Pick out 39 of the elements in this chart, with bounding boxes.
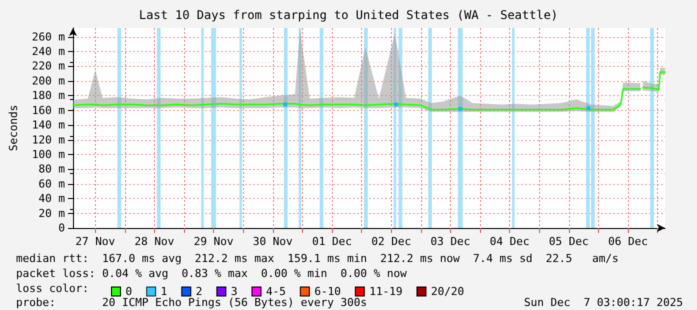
legend-label: 1 <box>160 285 168 298</box>
legend-title: loss color: <box>16 282 89 295</box>
legend-label: 20/20 <box>430 285 464 298</box>
text: packet loss: 0.04 % avg 0.83 % max 0.00 % min 0.00 % now <box>16 267 408 280</box>
legend-label: 2 <box>196 285 202 298</box>
x-tick-label: 03 Dec <box>430 235 470 248</box>
x-tick-label: 30 Nov <box>252 235 294 248</box>
y-tick-label: 200 m <box>32 74 66 88</box>
x-tick-label: 01 Dec <box>312 235 352 248</box>
legend-label: 4-5 <box>266 285 286 298</box>
y-tick-label: 40 m <box>38 192 66 206</box>
y-tick-label: 120 m <box>32 133 66 146</box>
text: probe: 20 ICMP Echo Pings (56 Bytes) every 300s <box>16 296 367 309</box>
y-tick-label: 60 m <box>38 177 66 190</box>
x-tick-label: 04 Dec <box>490 235 530 248</box>
y-tick-label: 160 m <box>32 104 66 117</box>
x-tick-label: 06 Dec <box>608 235 648 248</box>
y-tick-label: 220 m <box>32 60 66 73</box>
y-tick-label: 180 m <box>32 89 66 102</box>
y-tick-label: 20 m <box>38 206 66 220</box>
legend-label: 0 <box>126 285 132 298</box>
x-tick-label: 29 Nov <box>194 235 234 248</box>
y-tick-label: 100 m <box>32 148 66 161</box>
y-tick-label: 140 m <box>32 118 66 132</box>
text: Sun Dec 7 03:00:17 2025 <box>524 296 684 309</box>
x-tick-label: 02 Dec <box>371 235 412 248</box>
y-axis-title: Seconds <box>7 104 20 152</box>
legend-label: 11-19 <box>369 285 402 298</box>
x-tick-label: 27 Nov <box>75 235 116 248</box>
chart-title: Last 10 Days from starping to United States (WA - Seattle) <box>138 8 558 22</box>
y-tick-label: 0 <box>58 222 65 234</box>
y-tick-label: 260 m <box>32 30 66 44</box>
legend-label: 3 <box>230 285 238 298</box>
y-tick-label: 240 m <box>32 45 66 58</box>
x-tick-label: 05 Dec <box>548 235 589 248</box>
legend-label: 6-10 <box>314 285 341 298</box>
text: median rtt: 167.0 ms avg 212.2 ms max 159.1 ms min 212.2 ms now 7.4 ms sd 22.5 am/s <box>16 252 619 265</box>
x-tick-label: 28 Nov <box>134 235 175 248</box>
y-tick-label: 80 m <box>38 162 66 176</box>
